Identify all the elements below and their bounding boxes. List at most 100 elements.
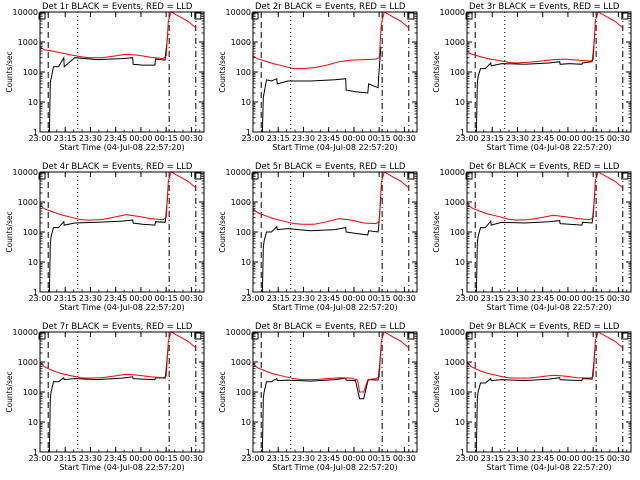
x-axis-label: Start Time (04-Jul-08 22:57:20)	[59, 463, 184, 472]
x-tick-label: 00:30	[607, 134, 630, 143]
y-tick-label: 10000	[13, 8, 38, 17]
series-line-red	[40, 332, 197, 379]
plot-body	[253, 332, 410, 452]
plot-frame	[39, 11, 205, 133]
series-line-black	[261, 46, 382, 132]
x-axis-label: Start Time (04-Jul-08 22:57:20)	[486, 143, 611, 152]
x-tick-label: 00:15	[582, 294, 605, 303]
y-tick-label: 1	[460, 448, 465, 457]
panel-det-4: Det 4r BLACK = Events, RED = LLD 1 10 100 10…	[5, 162, 205, 312]
x-tick-label: 23:15	[267, 294, 290, 303]
time-marker-square	[621, 172, 629, 180]
panel-det-8: Det 8r BLACK = Events, RED = LLD 1 10 100 10…	[218, 322, 418, 472]
series-line-red	[467, 332, 624, 379]
x-tick-label: 00:30	[607, 294, 630, 303]
series-line-black	[261, 350, 382, 452]
plot-body	[467, 12, 624, 132]
y-tick-label: 10000	[226, 168, 251, 177]
y-tick-label: 10	[455, 258, 465, 267]
y-tick-label: 100	[236, 228, 251, 237]
y-tick-label: 1000	[231, 358, 251, 367]
x-axis-label: Start Time (04-Jul-08 22:57:20)	[486, 303, 611, 312]
time-marker-square	[621, 332, 629, 340]
x-tick-label: 23:00	[28, 454, 51, 463]
y-tick-label: 1000	[445, 198, 465, 207]
y-tick-label: 10000	[13, 328, 38, 337]
y-tick-label: 10	[241, 258, 251, 267]
x-tick-label: 00:00	[129, 134, 152, 143]
y-tick-label: 1	[460, 288, 465, 297]
series-line-black	[475, 32, 596, 132]
plot-frame	[252, 11, 418, 133]
x-tick-label: 23:45	[104, 134, 127, 143]
panel-det-3: Det 3r BLACK = Events, RED = LLD 1 10 100 10…	[432, 2, 632, 152]
y-tick-label: 100	[23, 388, 38, 397]
x-tick-label: 23:15	[54, 134, 77, 143]
x-axis-label: Start Time (04-Jul-08 22:57:20)	[59, 143, 184, 152]
y-tick-label: 1000	[18, 38, 38, 47]
x-tick-label: 23:00	[455, 454, 478, 463]
x-tick-label: 00:00	[556, 454, 579, 463]
x-tick-label: 23:00	[28, 294, 51, 303]
series-line-red	[467, 172, 624, 221]
y-tick-label: 1	[246, 288, 251, 297]
x-tick-label: 00:00	[129, 454, 152, 463]
series-line-black	[48, 32, 169, 132]
plot-frame	[39, 331, 205, 453]
panel-title: Det 8r BLACK = Events, RED = LLD	[255, 322, 406, 332]
x-tick-label: 23:45	[531, 294, 554, 303]
plot-frame	[252, 331, 418, 453]
y-tick-label: 10	[28, 418, 38, 427]
y-axis-label: Counts/sec	[5, 51, 14, 92]
y-tick-label: 1000	[231, 38, 251, 47]
x-tick-label: 00:15	[582, 134, 605, 143]
x-tick-label: 23:00	[455, 294, 478, 303]
plot-body	[467, 172, 624, 292]
y-axis-label: Counts/sec	[218, 211, 227, 252]
y-tick-label: 10000	[226, 8, 251, 17]
y-tick-label: 1	[246, 128, 251, 137]
x-axis-label: Start Time (04-Jul-08 22:57:20)	[272, 463, 397, 472]
series-line-black	[261, 196, 382, 292]
x-tick-label: 23:30	[79, 294, 102, 303]
y-tick-label: 10	[241, 418, 251, 427]
x-tick-label: 23:00	[241, 294, 264, 303]
x-tick-label: 23:15	[267, 134, 290, 143]
x-tick-label: 00:00	[342, 454, 365, 463]
series-line-red	[40, 12, 197, 60]
y-tick-label: 1	[246, 448, 251, 457]
series-line-red	[467, 12, 624, 64]
x-tick-label: 23:30	[79, 454, 102, 463]
y-tick-label: 100	[450, 68, 465, 77]
x-tick-label: 23:00	[455, 134, 478, 143]
y-tick-label: 10	[455, 98, 465, 107]
y-tick-label: 1	[33, 128, 38, 137]
x-tick-label: 00:00	[129, 294, 152, 303]
series-line-black	[48, 350, 169, 452]
time-marker-square	[407, 332, 415, 340]
plot-frame	[39, 171, 205, 293]
x-tick-label: 00:30	[180, 134, 203, 143]
panel-title: Det 6r BLACK = Events, RED = LLD	[469, 162, 620, 172]
x-tick-label: 23:30	[506, 294, 529, 303]
x-tick-label: 00:15	[368, 294, 391, 303]
y-tick-label: 10	[241, 98, 251, 107]
y-tick-label: 100	[23, 68, 38, 77]
y-tick-label: 1	[33, 288, 38, 297]
panel-det-7: Det 7r BLACK = Events, RED = LLD 1 10 100 10…	[5, 322, 205, 472]
plot-frame	[466, 11, 632, 133]
y-tick-label: 10	[28, 258, 38, 267]
x-tick-label: 23:15	[267, 454, 290, 463]
x-tick-label: 23:45	[317, 294, 340, 303]
y-tick-label: 1	[33, 448, 38, 457]
panel-title: Det 4r BLACK = Events, RED = LLD	[42, 162, 193, 172]
plot-body	[467, 332, 624, 452]
x-axis-label: Start Time (04-Jul-08 22:57:20)	[272, 303, 397, 312]
x-tick-label: 00:30	[180, 454, 203, 463]
x-tick-label: 00:00	[556, 134, 579, 143]
x-tick-label: 00:15	[155, 134, 178, 143]
panel-det-5: Det 5r BLACK = Events, RED = LLD 1 10 100 10…	[218, 162, 418, 312]
plot-frame	[252, 171, 418, 293]
x-tick-label: 23:45	[531, 454, 554, 463]
